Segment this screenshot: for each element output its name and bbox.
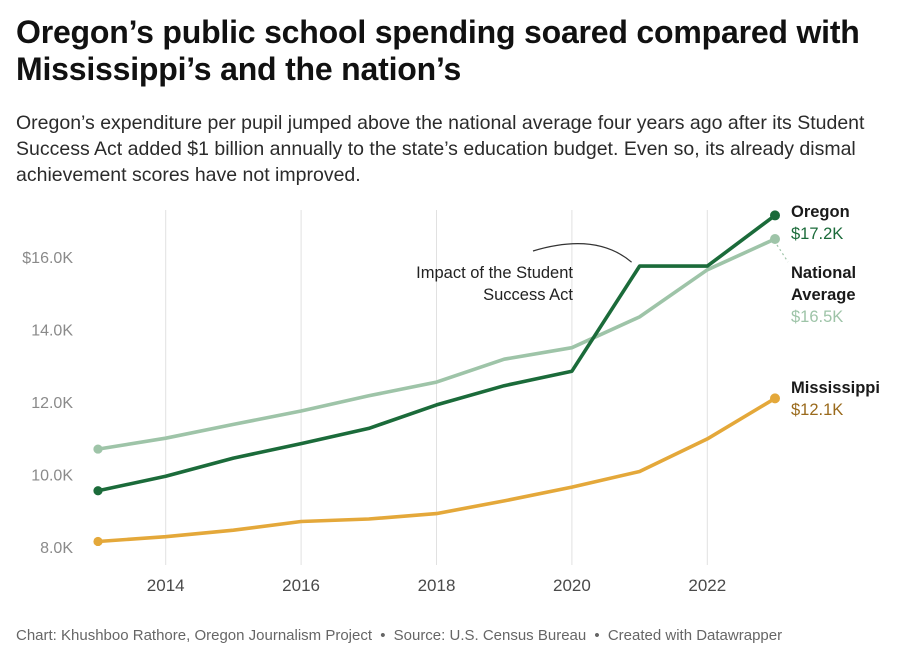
footer-tool: Created with Datawrapper: [607, 627, 783, 644]
chart-footer: Chart: Khushboo Rathore, Oregon Journali…: [16, 627, 886, 645]
x-tick-label: 2020: [553, 576, 591, 595]
y-tick-label: 10.0K: [31, 467, 73, 484]
series-label-national: National: [791, 264, 856, 282]
series-line-mississippi: [96, 396, 777, 544]
footer-separator: •: [380, 627, 386, 644]
y-tick-label: 8.0K: [40, 540, 73, 557]
y-tick-label: 14.0K: [31, 323, 73, 340]
series-point-oregon: [93, 486, 103, 496]
footer-separator: •: [594, 627, 600, 644]
series-point-mississippi: [770, 393, 780, 404]
series-point-oregon: [770, 210, 780, 221]
y-tick-label: $16.0K: [22, 250, 73, 267]
x-tick-label: 2014: [147, 576, 185, 595]
x-axis: 2014 2016 2018 2020 2022: [147, 576, 726, 595]
series-point-national: [770, 233, 780, 244]
y-axis: 8.0K 10.0K 12.0K 14.0K $16.0K: [22, 250, 73, 557]
gridlines: [165, 210, 708, 565]
series-point-national: [93, 444, 103, 454]
y-tick-label: 12.0K: [31, 395, 73, 412]
series-value-mississippi: $12.1K: [791, 401, 843, 419]
x-tick-label: 2022: [688, 576, 726, 595]
annotation: Impact of the Student Success Act: [416, 243, 632, 304]
series-point-mississippi: [93, 536, 103, 547]
series-value-oregon: $17.2K: [791, 225, 843, 243]
series-label-mississippi: Mississippi: [791, 379, 880, 397]
x-tick-label: 2018: [418, 576, 456, 595]
series-line-national: [96, 237, 777, 451]
chart-subtitle: Oregon’s expenditure per pupil jumped ab…: [16, 112, 865, 186]
x-tick-label: 2016: [282, 576, 320, 595]
series-labels: National Average $16.5K Mississippi $12.1K Or…: [776, 203, 880, 419]
annotation-text: Success Act: [483, 286, 573, 304]
chart-title: Oregon’s public school spending soared c…: [16, 14, 860, 87]
annotation-connector: [532, 243, 632, 263]
series-leader-national: [776, 244, 789, 263]
series-label-oregon: Oregon: [791, 203, 850, 221]
series-line-oregon: [96, 213, 777, 493]
annotation-text: Impact of the Student: [416, 264, 573, 282]
footer-credit: Chart: Khushboo Rathore, Oregon Journali…: [16, 627, 373, 644]
series-label-national: Average: [791, 286, 856, 304]
series-value-national: $16.5K: [791, 308, 843, 326]
series-lines: [93, 210, 780, 547]
footer-source: Source: U.S. Census Bureau: [393, 627, 587, 644]
